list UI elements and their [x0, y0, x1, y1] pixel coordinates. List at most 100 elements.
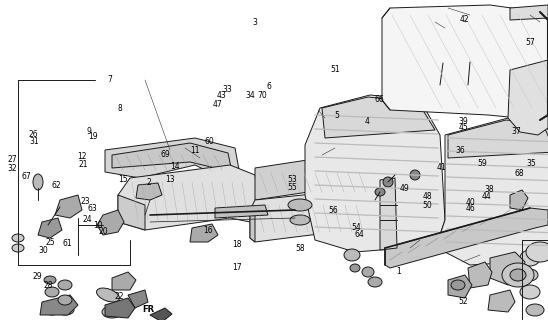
Text: 47: 47: [212, 100, 222, 109]
Ellipse shape: [344, 249, 360, 261]
Polygon shape: [105, 138, 240, 182]
Ellipse shape: [288, 199, 312, 211]
Text: 43: 43: [216, 92, 226, 100]
Text: 49: 49: [399, 184, 409, 193]
Text: 68: 68: [515, 169, 524, 178]
Text: 63: 63: [87, 204, 97, 213]
Ellipse shape: [58, 280, 72, 290]
Polygon shape: [382, 5, 548, 120]
Polygon shape: [322, 97, 435, 138]
Text: 62: 62: [51, 181, 61, 190]
Text: 1: 1: [397, 268, 401, 276]
Polygon shape: [128, 290, 148, 308]
Ellipse shape: [43, 305, 61, 315]
Text: 2: 2: [147, 178, 151, 187]
Ellipse shape: [510, 269, 526, 281]
Ellipse shape: [368, 277, 382, 287]
Text: 5: 5: [335, 111, 339, 120]
Polygon shape: [448, 275, 472, 298]
Text: 20: 20: [98, 228, 108, 236]
Text: 17: 17: [232, 263, 242, 272]
Text: 15: 15: [118, 175, 128, 184]
Polygon shape: [448, 120, 548, 158]
Ellipse shape: [45, 287, 59, 297]
Ellipse shape: [383, 177, 393, 187]
Text: 25: 25: [45, 238, 55, 247]
Polygon shape: [385, 208, 548, 268]
Polygon shape: [490, 252, 525, 285]
Polygon shape: [508, 60, 548, 135]
Text: 42: 42: [460, 15, 470, 24]
Text: 16: 16: [203, 226, 213, 235]
Polygon shape: [420, 22, 490, 63]
Polygon shape: [215, 205, 268, 218]
Polygon shape: [305, 95, 445, 252]
Polygon shape: [255, 155, 380, 200]
Ellipse shape: [58, 295, 72, 305]
Text: 44: 44: [482, 192, 492, 201]
Text: 67: 67: [21, 172, 31, 181]
Text: 50: 50: [423, 201, 432, 210]
Text: 3: 3: [253, 18, 257, 27]
Text: 51: 51: [330, 65, 340, 74]
Ellipse shape: [56, 305, 74, 315]
Polygon shape: [112, 143, 232, 172]
Polygon shape: [420, 84, 450, 102]
Text: 59: 59: [477, 159, 487, 168]
Text: 29: 29: [32, 272, 42, 281]
Polygon shape: [190, 224, 218, 242]
Ellipse shape: [375, 188, 385, 196]
Text: 41: 41: [436, 164, 446, 172]
Text: 11: 11: [190, 146, 199, 155]
Text: 22: 22: [115, 292, 124, 301]
Polygon shape: [440, 118, 548, 265]
Ellipse shape: [522, 269, 538, 281]
Text: 21: 21: [78, 160, 88, 169]
Polygon shape: [488, 290, 515, 312]
Text: 57: 57: [526, 38, 535, 47]
Text: 45: 45: [458, 124, 468, 132]
Text: 27: 27: [7, 156, 17, 164]
Text: 18: 18: [232, 240, 242, 249]
Polygon shape: [380, 178, 397, 250]
Polygon shape: [40, 295, 78, 315]
Ellipse shape: [44, 276, 56, 284]
Polygon shape: [150, 308, 172, 320]
Ellipse shape: [526, 242, 548, 262]
Text: 52: 52: [458, 297, 468, 306]
Text: 9: 9: [87, 127, 92, 136]
Ellipse shape: [33, 174, 43, 190]
Ellipse shape: [439, 30, 471, 54]
Ellipse shape: [520, 285, 540, 299]
Text: 69: 69: [161, 150, 170, 159]
Polygon shape: [105, 298, 135, 318]
Text: 54: 54: [351, 223, 361, 232]
Text: 10: 10: [93, 221, 102, 230]
Text: 60: 60: [204, 137, 214, 146]
Ellipse shape: [102, 306, 122, 318]
Text: 46: 46: [465, 204, 475, 213]
Text: 32: 32: [7, 164, 17, 173]
Text: 23: 23: [80, 197, 90, 206]
Polygon shape: [97, 210, 124, 235]
Text: 33: 33: [222, 85, 232, 94]
Text: 13: 13: [165, 175, 175, 184]
Polygon shape: [250, 188, 382, 242]
Polygon shape: [118, 165, 260, 230]
Ellipse shape: [290, 215, 310, 225]
Text: 30: 30: [38, 246, 48, 255]
Text: 66: 66: [374, 95, 384, 104]
Text: 7: 7: [107, 76, 112, 84]
Text: 53: 53: [288, 175, 298, 184]
Text: 37: 37: [511, 127, 521, 136]
Text: 55: 55: [288, 183, 298, 192]
Ellipse shape: [362, 267, 374, 277]
Text: 39: 39: [458, 117, 468, 126]
Text: 8: 8: [117, 104, 122, 113]
Text: 28: 28: [43, 281, 53, 290]
Text: 4: 4: [365, 117, 369, 126]
Ellipse shape: [12, 244, 24, 252]
Ellipse shape: [520, 250, 540, 266]
Polygon shape: [38, 218, 62, 238]
Text: 35: 35: [527, 159, 536, 168]
